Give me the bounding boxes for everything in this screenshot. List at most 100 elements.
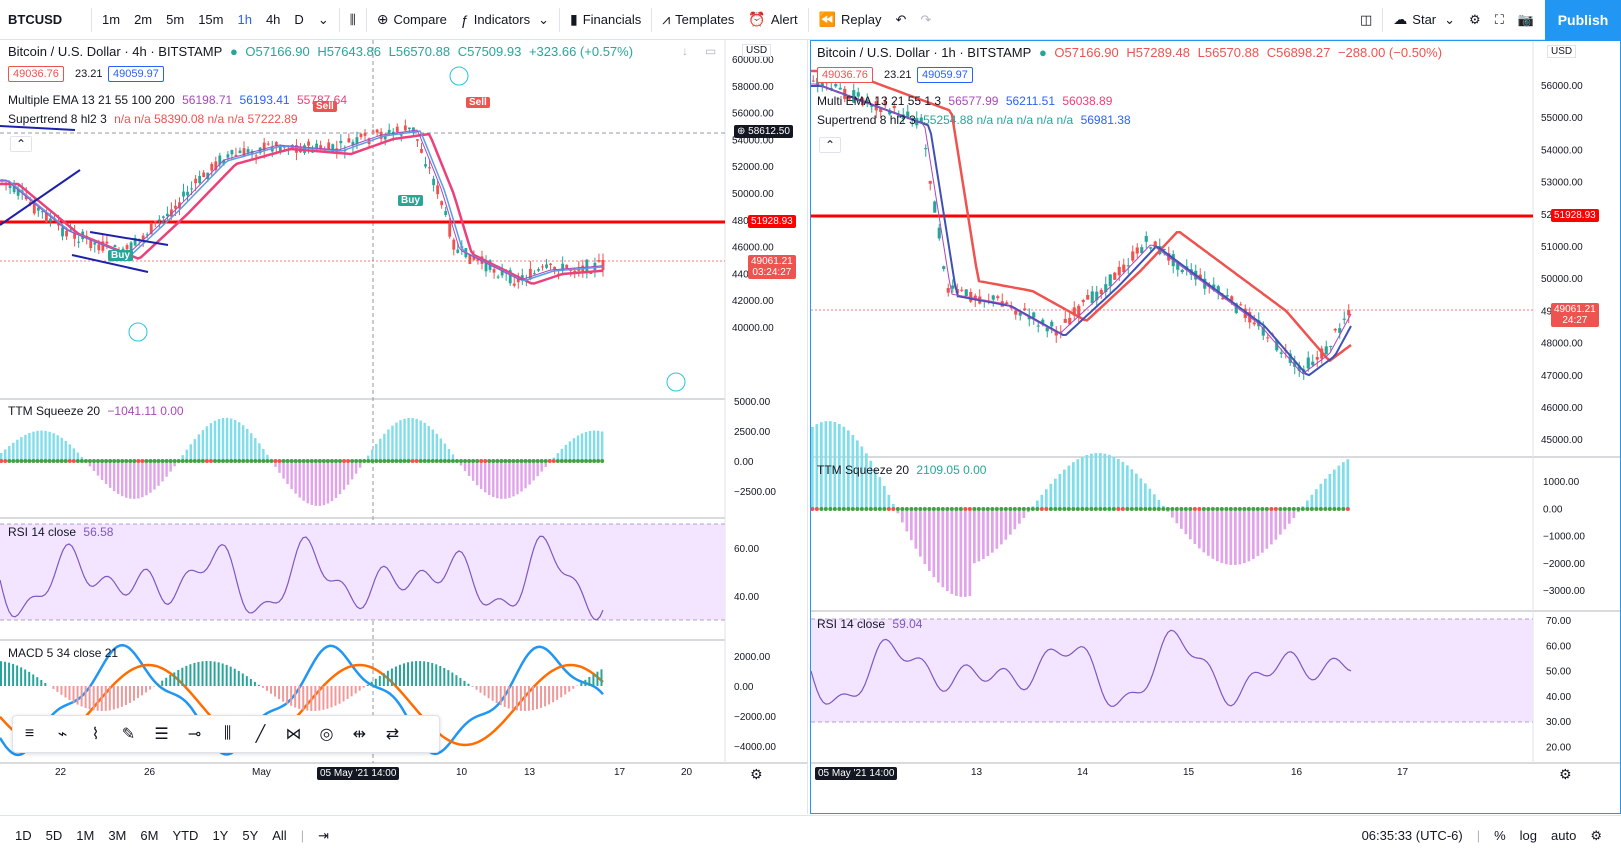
clock-timezone[interactable]: 06:35:33 (UTC-6) xyxy=(1361,828,1463,843)
chart-settings-gear-icon[interactable]: ⚙ xyxy=(1590,827,1602,843)
ttm-bar xyxy=(1135,473,1138,509)
camera-icon[interactable]: 📷 xyxy=(1517,11,1534,27)
go-to-date-icon[interactable]: ⇥ xyxy=(318,827,329,843)
range-6m[interactable]: 6M xyxy=(140,828,159,843)
layout-icon[interactable]: ◫ xyxy=(1360,11,1373,27)
brush-icon[interactable]: ✎ xyxy=(121,726,136,743)
rsi-tick: 30.00 xyxy=(1546,717,1571,728)
macd-tick: 2000.00 xyxy=(734,652,771,663)
interval-d[interactable]: D xyxy=(294,12,304,27)
squeeze-dot xyxy=(156,459,161,463)
trend-line-icon[interactable]: ╱ xyxy=(255,726,266,743)
ohlc-close: C57509.93 xyxy=(457,44,522,59)
range-5y[interactable]: 5Y xyxy=(242,828,259,843)
undo-icon[interactable]: ↶ xyxy=(895,11,907,27)
fib-retracement-icon[interactable]: ☰ xyxy=(154,726,169,743)
ttm-histogram xyxy=(811,421,1350,597)
macd-bar xyxy=(415,661,418,686)
ttm-bar xyxy=(860,446,864,509)
settings-gear-icon[interactable]: ⚙ xyxy=(1469,11,1481,27)
collapse-legend-icon[interactable]: ⌃ xyxy=(819,137,842,153)
percent-scale-toggle[interactable]: % xyxy=(1494,828,1506,843)
squeeze-dot xyxy=(11,459,16,463)
interval-4h[interactable]: 4h xyxy=(265,12,281,27)
alert-button[interactable]: ⏰ Alert xyxy=(748,11,798,27)
ttm-bar xyxy=(576,435,580,461)
fib-channel-icon[interactable]: ⫼ xyxy=(223,725,232,742)
candle-body xyxy=(933,201,937,213)
macd-bar xyxy=(213,661,216,686)
candle-body xyxy=(424,164,427,167)
ttm-tick: 5000.00 xyxy=(734,397,771,408)
squeeze-dot xyxy=(426,459,431,463)
elliott-wave-12345-icon[interactable]: ⌁ xyxy=(57,726,68,743)
range-1y[interactable]: 1Y xyxy=(212,828,229,843)
interval-1h[interactable]: 1h xyxy=(237,12,252,27)
indicators-button[interactable]: ƒ Indicators ⌄ xyxy=(460,11,549,28)
sell-price-badge[interactable]: 49036.76 xyxy=(817,67,873,83)
axis-settings-gear-icon[interactable]: ⚙ xyxy=(750,766,763,782)
left-chart-pane[interactable]: 60000.00 58000.00 56000.00 54000.00 52000.00… xyxy=(0,40,808,814)
price-tick: 46000.00 xyxy=(732,243,774,254)
right-chart-pane[interactable]: 56000.0055000.0054000.0053000.0052000.00… xyxy=(810,40,1621,814)
spiral-icon[interactable]: ◎ xyxy=(319,726,334,743)
interval-2m[interactable]: 2m xyxy=(134,12,153,27)
horizontal-ray-icon[interactable]: ⊸ xyxy=(187,726,202,743)
drag-handle-icon[interactable]: ≡ xyxy=(24,725,35,742)
squeeze-dot xyxy=(257,459,262,463)
interval-dropdown-icon[interactable]: ⌄ xyxy=(317,11,329,27)
range-all[interactable]: All xyxy=(272,828,287,843)
xabcd-pattern-icon[interactable]: ⋈ xyxy=(285,726,302,743)
candle-body xyxy=(1117,266,1121,276)
range-3m[interactable]: 3M xyxy=(108,828,127,843)
buy-price-badge[interactable]: 49059.97 xyxy=(917,67,973,83)
price-range-icon[interactable]: ⇹ xyxy=(352,726,367,743)
squeeze-dot xyxy=(79,459,84,463)
publish-button[interactable]: Publish xyxy=(1545,0,1621,40)
maximize-icon[interactable]: ▭ xyxy=(705,44,717,58)
range-1m[interactable]: 1M xyxy=(76,828,95,843)
squeeze-dot xyxy=(828,507,833,511)
collapse-legend-icon[interactable]: ⌃ xyxy=(10,136,33,152)
range-5d[interactable]: 5D xyxy=(45,828,63,843)
squeeze-dot xyxy=(184,459,189,463)
sell-price-badge[interactable]: 49036.76 xyxy=(8,66,64,82)
left-chart-canvas[interactable]: 60000.00 58000.00 56000.00 54000.00 52000.00… xyxy=(0,40,808,814)
candle-body xyxy=(1081,299,1085,303)
ttm-bar xyxy=(1153,494,1156,509)
replay-button[interactable]: ⏪ Replay xyxy=(818,11,882,27)
interval-5m[interactable]: 5m xyxy=(166,12,185,27)
ttm-bar xyxy=(0,453,3,461)
macd-bar xyxy=(318,686,321,711)
redo-icon[interactable]: ↷ xyxy=(920,11,932,27)
macd-bar xyxy=(76,686,79,705)
ttm-bar xyxy=(544,461,547,467)
candle-body xyxy=(1095,291,1099,301)
chart-type-icon[interactable]: ⫼ xyxy=(349,11,356,27)
range-1d[interactable]: 1D xyxy=(15,828,32,843)
interval-15m[interactable]: 15m xyxy=(198,12,224,27)
templates-button[interactable]: ⩘ Templates xyxy=(662,11,735,27)
symbol-search[interactable]: BTCUSD xyxy=(8,12,63,27)
ttm-bar xyxy=(1310,494,1314,509)
buy-price-badge[interactable]: 49059.97 xyxy=(108,66,164,82)
drawing-toolbar: ≡ ⌁ ⌇ ✎ ☰ ⊸ ⫼ ╱ ⋈ ◎ ⇹ ⇄ xyxy=(12,715,440,753)
crosshair-add-icon[interactable]: ⊕ xyxy=(737,126,749,137)
date-price-range-icon[interactable]: ⇄ xyxy=(385,726,400,743)
fullscreen-icon[interactable]: ⛶ xyxy=(1494,11,1504,27)
log-scale-toggle[interactable]: log xyxy=(1519,828,1538,843)
star-button[interactable]: ☁ Star ⌄ xyxy=(1393,11,1456,27)
range-ytd[interactable]: YTD xyxy=(172,828,199,843)
ttm-bar xyxy=(395,422,398,461)
elliott-wave-abc-icon[interactable]: ⌇ xyxy=(91,726,100,743)
currency-label[interactable]: USD xyxy=(742,44,772,57)
auto-scale-toggle[interactable]: auto xyxy=(1551,828,1577,843)
squeeze-dot xyxy=(931,507,936,511)
compare-button[interactable]: ⊕ Compare xyxy=(376,11,447,27)
interval-1m[interactable]: 1m xyxy=(102,12,121,27)
financials-button[interactable]: ▮ Financials xyxy=(569,11,642,27)
scroll-down-icon[interactable]: ↓ xyxy=(682,44,688,58)
axis-settings-gear-icon[interactable]: ⚙ xyxy=(1559,766,1572,782)
right-chart-canvas[interactable]: 56000.0055000.0054000.0053000.0052000.00… xyxy=(811,41,1620,813)
currency-label[interactable]: USD xyxy=(1547,45,1577,58)
